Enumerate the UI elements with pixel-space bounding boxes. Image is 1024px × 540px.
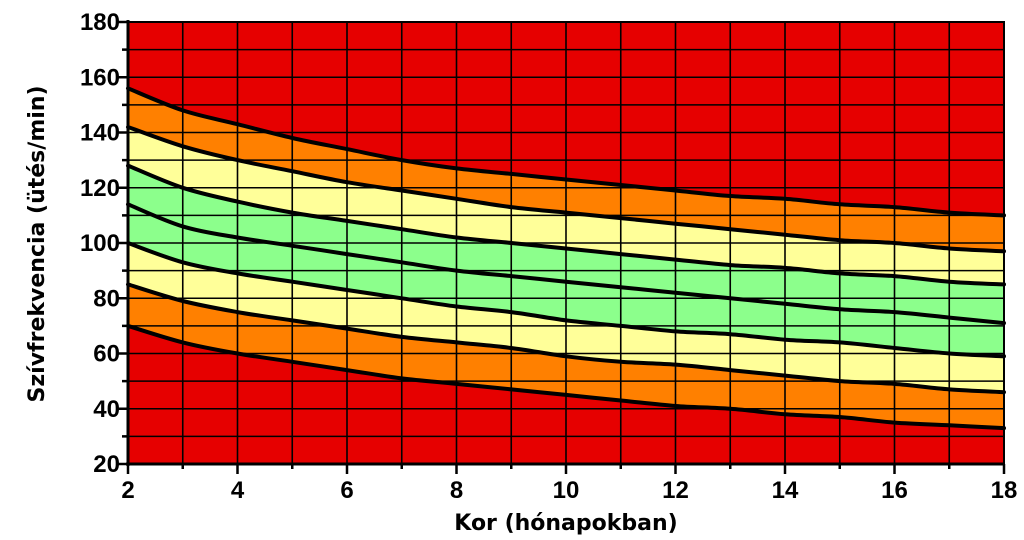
y-tick-label: 60 [93, 341, 120, 368]
y-tick-label: 80 [93, 285, 120, 312]
x-tick-label: 12 [662, 477, 689, 504]
tick-label-layer: 20 40 60 80 100 120 140 160 180 2 4 6 8 10 12 14 16 18 [80, 9, 1017, 504]
y-tick-label: 100 [80, 230, 120, 257]
y-tick-label: 140 [80, 120, 120, 147]
percentile-curve-4 [126, 202, 1006, 326]
y-tick-label: 160 [80, 64, 120, 91]
x-tick-label: 2 [121, 477, 134, 504]
x-tick-label: 18 [991, 477, 1018, 504]
y-axis-title: Szívfrekvencia (ütés/min) [25, 86, 50, 403]
percentile-curve-3 [126, 163, 1006, 287]
curve-layer [126, 86, 1006, 431]
y-tick-label: 20 [93, 451, 120, 478]
x-tick-label: 16 [881, 477, 908, 504]
percentile-curve-7 [126, 323, 1006, 431]
x-tick-label: 4 [231, 477, 245, 504]
x-tick-label: 8 [450, 477, 463, 504]
y-tick-label: 40 [93, 396, 120, 423]
x-axis-title: Kor (hónapokban) [454, 511, 677, 536]
x-tick-label: 6 [340, 477, 353, 504]
percentile-curve-2 [126, 125, 1006, 254]
y-tick-label: 120 [80, 175, 120, 202]
x-tick-label: 14 [772, 477, 799, 504]
y-tick-label: 180 [80, 9, 120, 36]
percentile-curve-5 [126, 241, 1006, 359]
x-tick-label: 10 [553, 477, 580, 504]
percentile-curve-6 [126, 282, 1006, 395]
axis-layer [116, 20, 1006, 474]
percentile-curve-1 [126, 86, 1006, 218]
